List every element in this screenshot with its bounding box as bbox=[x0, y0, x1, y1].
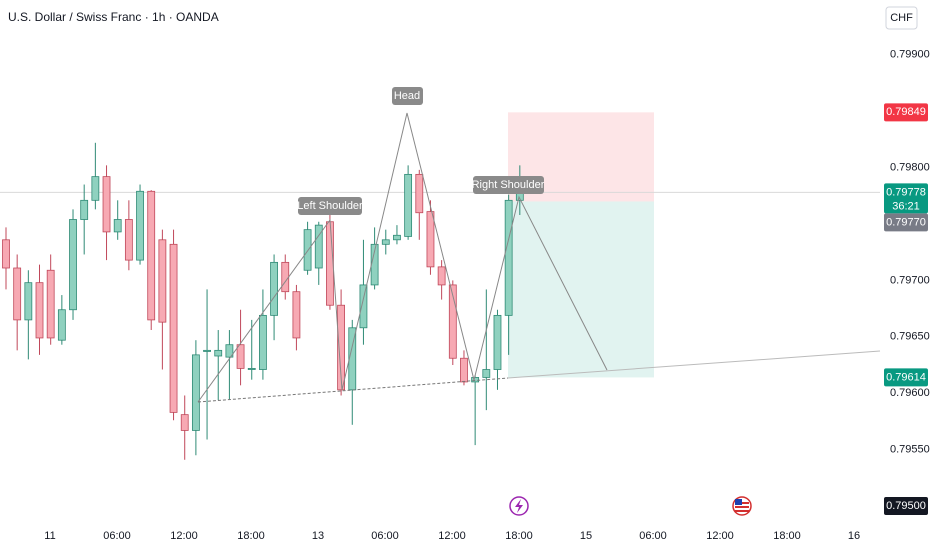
cursor-price: 0.79500 bbox=[886, 500, 926, 512]
x-tick-label: 18:00 bbox=[505, 530, 533, 542]
candle-body bbox=[292, 291, 301, 339]
candle-body bbox=[13, 267, 22, 321]
entry-price: 0.79770 bbox=[886, 216, 926, 228]
x-tick-label: 15 bbox=[580, 530, 592, 542]
candle-body bbox=[80, 199, 89, 220]
flag-icon bbox=[732, 496, 752, 516]
x-tick-label: 13 bbox=[312, 530, 324, 542]
x-tick-label: 06:00 bbox=[103, 530, 131, 542]
annotation-box bbox=[473, 176, 544, 194]
candle-body bbox=[348, 327, 357, 391]
annotation: Head bbox=[394, 90, 420, 102]
candle-body bbox=[471, 377, 480, 383]
x-tick-label: 12:00 bbox=[706, 530, 734, 542]
x-tick-label: 18:00 bbox=[773, 530, 801, 542]
candle-body bbox=[359, 284, 368, 329]
candle-body bbox=[35, 282, 44, 339]
candle-body bbox=[225, 344, 234, 358]
candle-body bbox=[415, 173, 424, 214]
currency: CHF bbox=[890, 12, 913, 24]
y-tick-label: 0.79700 bbox=[890, 274, 930, 286]
candle-body bbox=[259, 314, 267, 370]
x-tick-label: 18:00 bbox=[237, 530, 265, 542]
candle-body bbox=[91, 176, 100, 201]
candle-body bbox=[180, 414, 189, 431]
candle-body bbox=[113, 219, 122, 233]
last-price-box bbox=[884, 183, 928, 214]
candle-body bbox=[482, 369, 491, 378]
x-tick-label: 06:00 bbox=[371, 530, 399, 542]
candle-body bbox=[281, 261, 290, 293]
candle-body bbox=[460, 357, 468, 383]
candle-body bbox=[136, 190, 144, 261]
candle-body bbox=[337, 304, 346, 391]
candle-body bbox=[303, 229, 312, 271]
candle-body bbox=[203, 349, 211, 352]
y-tick-label: 0.79800 bbox=[890, 162, 930, 174]
candle-body bbox=[247, 367, 256, 370]
pattern-line bbox=[197, 112, 608, 403]
x-tick-label: 16 bbox=[848, 530, 860, 542]
candle-body bbox=[236, 344, 245, 369]
candle-body bbox=[426, 211, 435, 268]
y-tick-label: 0.79550 bbox=[890, 444, 930, 456]
cursor-price-box bbox=[884, 497, 928, 516]
target-price: 0.79614 bbox=[886, 371, 926, 383]
candle-body bbox=[57, 309, 66, 341]
candle-body bbox=[393, 234, 401, 241]
annotation: Left Shoulder bbox=[297, 200, 363, 212]
countdown: 36:21 bbox=[892, 200, 920, 212]
candle-body bbox=[270, 261, 278, 316]
target-zone bbox=[508, 201, 654, 378]
annotation: Right Shoulder bbox=[472, 179, 545, 191]
position-zones bbox=[0, 112, 880, 378]
candles bbox=[2, 142, 524, 460]
candle-body bbox=[102, 176, 111, 233]
annotation-box bbox=[392, 87, 423, 105]
target-price-box bbox=[884, 368, 928, 387]
event-icon bbox=[509, 496, 529, 516]
candle-body bbox=[381, 239, 390, 245]
entry-price-box bbox=[884, 213, 928, 232]
candle-body bbox=[326, 221, 334, 306]
candle-body bbox=[493, 314, 502, 370]
candle-body bbox=[24, 282, 33, 321]
x-tick-label: 11 bbox=[44, 530, 55, 542]
stop-price: 0.79849 bbox=[886, 106, 926, 118]
currency-box bbox=[885, 6, 918, 30]
candle-body bbox=[404, 173, 413, 237]
stop-price-box bbox=[884, 103, 928, 122]
candle-body bbox=[169, 243, 178, 413]
candle-body bbox=[504, 199, 513, 316]
y-tick-label: 0.79650 bbox=[890, 331, 930, 343]
candle-body bbox=[69, 219, 77, 311]
candle-body bbox=[124, 219, 133, 261]
y-tick-label: 0.79900 bbox=[890, 49, 930, 61]
candle-body bbox=[191, 354, 200, 431]
neckline bbox=[197, 377, 509, 403]
last-price: 0.79778 bbox=[886, 186, 926, 198]
candle-body bbox=[46, 269, 55, 339]
x-tick-label: 06:00 bbox=[639, 530, 667, 542]
candle-body bbox=[147, 190, 156, 321]
neckline-extension bbox=[507, 350, 881, 379]
candle-body bbox=[158, 239, 167, 323]
annotation-box bbox=[298, 197, 362, 215]
candle-body bbox=[2, 239, 10, 269]
candle-body bbox=[314, 224, 323, 269]
candle-body bbox=[448, 284, 457, 359]
candle-body bbox=[437, 266, 446, 286]
x-tick-label: 12:00 bbox=[438, 530, 466, 542]
chart-title: U.S. Dollar / Swiss Franc · 1h · OANDA bbox=[8, 10, 219, 24]
x-tick-label: 12:00 bbox=[170, 530, 198, 542]
candle-body bbox=[214, 349, 223, 357]
y-tick-label: 0.79600 bbox=[890, 387, 930, 399]
